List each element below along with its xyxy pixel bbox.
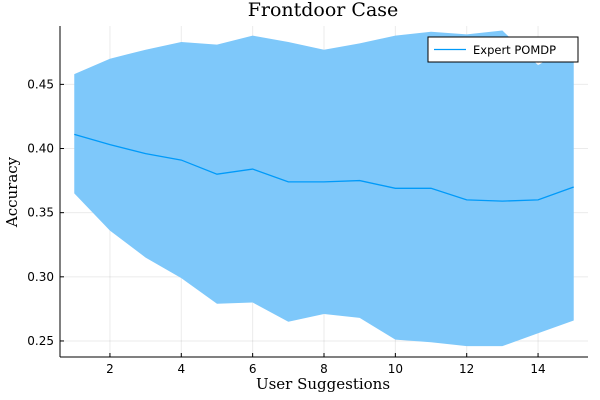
x-tick-label: 8 [320,362,328,376]
x-tick-label: 6 [249,362,257,376]
y-tick-label: 0.25 [27,334,54,348]
x-tick-label: 2 [106,362,114,376]
chart-title: Frontdoor Case [248,0,399,21]
y-axis-label: Accuracy [3,156,21,228]
y-tick-label: 0.30 [27,270,54,284]
x-tick-label: 14 [530,362,545,376]
y-tick-label: 0.35 [27,206,54,220]
y-tick-label: 0.40 [27,142,54,156]
series-lines [74,133,574,202]
legend-label: Expert POMDP [473,43,556,57]
x-axis-label: User Suggestions [256,375,390,393]
confidence-band [74,30,574,347]
x-tick-label: 12 [459,362,474,376]
legend: Expert POMDP [427,36,579,63]
x-tick-label: 10 [388,362,403,376]
y-tick-label: 0.45 [27,77,54,91]
confidence-bands [74,30,574,347]
series-line [74,133,574,202]
x-tick-label: 4 [177,362,185,376]
tick-labels: 2 4 6 8 10 12 14 0.25 0.30 0.35 0.40 0.45 [27,77,545,376]
